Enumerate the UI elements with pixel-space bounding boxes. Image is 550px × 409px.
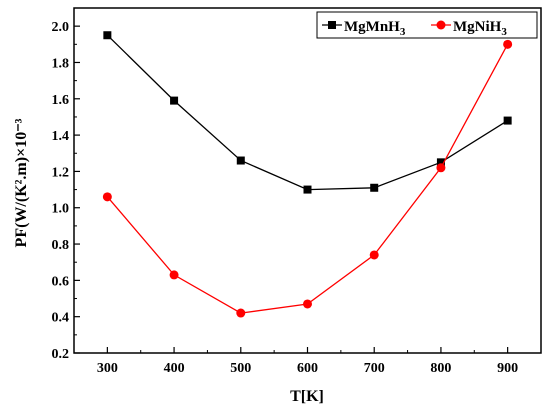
x-tick-label: 400 xyxy=(164,361,185,376)
plot-frame xyxy=(73,7,542,354)
data-point-MgMnH3 xyxy=(436,158,445,167)
data-point-MgMnH3 xyxy=(236,156,245,165)
data-point-MgMnH3 xyxy=(503,116,512,125)
ticks-layer: 300 400 500 600 700 800 900 0.2 0.4 0.6 0.8 1.0 1.2 1… xyxy=(52,20,519,376)
legend-marker-MgNiH3 xyxy=(436,20,446,30)
data-point-MgNiH3 xyxy=(169,270,179,280)
series-layer xyxy=(102,31,513,318)
legend-label-MgMnH3: MgMnH3 xyxy=(344,19,406,38)
y-tick-label: 1.4 xyxy=(52,129,70,144)
data-point-MgNiH3 xyxy=(102,192,112,202)
x-tick-label: 800 xyxy=(430,361,451,376)
y-tick-label: 0.8 xyxy=(52,238,70,253)
x-tick-label: 500 xyxy=(230,361,251,376)
legend-marker-MgMnH3 xyxy=(328,21,336,29)
y-tick-label: 0.2 xyxy=(52,347,70,362)
x-axis-title: T[K] xyxy=(290,388,324,405)
legend-label-subscript: 3 xyxy=(501,26,507,38)
x-tick-label: 600 xyxy=(297,361,318,376)
series-line-MgNiH3 xyxy=(106,43,509,314)
y-tick-label: 1.8 xyxy=(52,56,70,71)
data-point-MgNiH3 xyxy=(236,308,246,318)
data-point-MgNiH3 xyxy=(369,250,379,260)
y-tick-label: 1.0 xyxy=(52,202,70,217)
legend-label-base: MgNiH xyxy=(453,19,502,35)
data-point-MgMnH3 xyxy=(370,183,379,192)
legend: MgMnH3 MgNiH3 xyxy=(316,11,538,39)
data-point-MgMnH3 xyxy=(170,96,179,105)
legend-label-MgNiH3: MgNiH3 xyxy=(453,19,507,38)
data-point-MgMnH3 xyxy=(103,31,112,40)
x-tick-label: 900 xyxy=(497,361,518,376)
data-point-MgMnH3 xyxy=(303,185,312,194)
data-point-MgNiH3 xyxy=(503,39,513,49)
x-tick-label: 700 xyxy=(364,361,385,376)
series-line-MgMnH3 xyxy=(106,34,508,191)
y-tick-label: 1.6 xyxy=(52,93,70,108)
data-point-MgNiH3 xyxy=(436,163,446,173)
y-axis-title: PF(W/(K².m)×10⁻³ xyxy=(13,118,30,247)
legend-label-base: MgMnH xyxy=(344,19,400,35)
y-tick-label: 1.2 xyxy=(52,165,70,180)
data-point-MgNiH3 xyxy=(303,299,312,309)
y-tick-label: 2.0 xyxy=(52,20,70,35)
y-tick-label: 0.6 xyxy=(52,274,70,289)
y-tick-label: 0.4 xyxy=(52,311,70,326)
legend-label-subscript: 3 xyxy=(400,26,406,38)
legend-box xyxy=(316,11,538,39)
x-tick-label: 300 xyxy=(97,361,118,376)
